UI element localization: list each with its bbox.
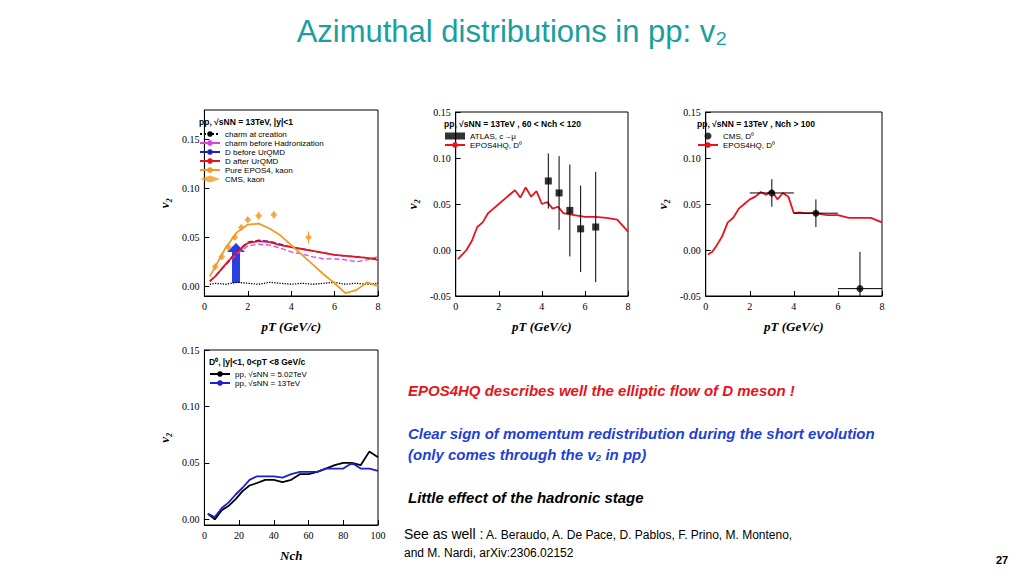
svg-text:8: 8 <box>880 301 885 312</box>
svg-text:D⁰, |y|<1, 0<pT <8 GeV/c: D⁰, |y|<1, 0<pT <8 GeV/c <box>209 357 306 367</box>
svg-text:CMS, kaon: CMS, kaon <box>225 175 265 184</box>
svg-text:0: 0 <box>703 301 708 312</box>
svg-text:0.10: 0.10 <box>182 401 200 412</box>
svg-text:0.15: 0.15 <box>182 345 200 356</box>
svg-text:0.15: 0.15 <box>182 134 200 145</box>
svg-text:pT (GeV/c): pT (GeV/c) <box>260 319 321 334</box>
svg-text:4: 4 <box>289 301 294 312</box>
html-text:Little effect of the hadronic: Little effect of the hadronic stage <box>408 489 644 506</box>
svg-text:2: 2 <box>496 301 501 312</box>
html-text:(only comes through the v₂ in: (only comes through the v₂ in pp) <box>408 446 647 463</box>
svg-text:4: 4 <box>539 301 544 312</box>
html-text:27: 27 <box>996 554 1009 566</box>
svg-text:-0.05: -0.05 <box>430 291 451 302</box>
svg-text:8: 8 <box>376 301 381 312</box>
svg-text:2: 2 <box>245 301 250 312</box>
svg-text:0.00: 0.00 <box>182 281 200 292</box>
svg-text:D after UrQMD: D after UrQMD <box>225 157 279 166</box>
svg-text:0.00: 0.00 <box>683 245 701 256</box>
svg-text:v₂: v₂ <box>157 198 172 208</box>
svg-text:0: 0 <box>202 301 207 312</box>
svg-text:pp, √sNN = 13TeV: pp, √sNN = 13TeV <box>235 379 301 388</box>
svg-text:0.00: 0.00 <box>433 245 451 256</box>
svg-text:40: 40 <box>269 530 279 541</box>
svg-text:pT (GeV/c): pT (GeV/c) <box>511 319 572 334</box>
svg-text:D before UrQMD: D before UrQMD <box>225 148 285 157</box>
svg-text:0.05: 0.05 <box>433 199 451 210</box>
svg-text:0.05: 0.05 <box>182 232 200 243</box>
svg-text:4: 4 <box>791 301 796 312</box>
svg-text:0.05: 0.05 <box>182 457 200 468</box>
svg-text:0.00: 0.00 <box>182 514 200 525</box>
svg-text:Nch: Nch <box>279 548 302 563</box>
svg-text:v₂: v₂ <box>655 199 670 209</box>
svg-text:60: 60 <box>304 530 314 541</box>
svg-text:6: 6 <box>332 301 337 312</box>
svg-text:EPOS4HQ, D⁰: EPOS4HQ, D⁰ <box>723 141 775 150</box>
svg-text:2: 2 <box>747 301 752 312</box>
svg-text:Pure EPOS4, kaon: Pure EPOS4, kaon <box>225 166 293 175</box>
svg-text:CMS, D⁰: CMS, D⁰ <box>723 132 754 141</box>
svg-text:EPOS4HQ, D⁰: EPOS4HQ, D⁰ <box>470 141 522 150</box>
svg-text:pp, √sNN = 13TeV , 60 < Nch <: pp, √sNN = 13TeV , 60 < Nch < 120 <box>444 119 581 129</box>
svg-text:0: 0 <box>202 530 207 541</box>
html-text:Azimuthal distributions in pp:: Azimuthal distributions in pp: v₂ <box>296 14 728 49</box>
svg-text:0.10: 0.10 <box>683 153 701 164</box>
svg-text:ATLAS, c→μ: ATLAS, c→μ <box>470 132 516 141</box>
html-text:and M. Nardi, arXiv:2306.02152: and M. Nardi, arXiv:2306.02152 <box>404 546 574 560</box>
svg-text:0.15: 0.15 <box>683 107 701 118</box>
svg-text:0.10: 0.10 <box>182 183 200 194</box>
svg-text:80: 80 <box>338 530 348 541</box>
svg-text:pp, √sNN = 13TeV, |y|<1: pp, √sNN = 13TeV, |y|<1 <box>199 117 293 127</box>
svg-text:pT (GeV/c): pT (GeV/c) <box>763 319 824 334</box>
svg-text:charm at creation: charm at creation <box>225 130 287 139</box>
html-text:Clear sign of momentum redistr: Clear sign of momentum redistribution du… <box>408 425 875 442</box>
svg-text:0.10: 0.10 <box>433 153 451 164</box>
svg-text:8: 8 <box>626 301 631 312</box>
svg-text:-0.05: -0.05 <box>680 291 701 302</box>
svg-text:charm before Hadronization: charm before Hadronization <box>225 139 324 148</box>
html-text:See as well : A. Beraudo, A. D: See as well : A. Beraudo, A. De Pace, D.… <box>404 526 793 542</box>
svg-text:20: 20 <box>234 530 244 541</box>
svg-text:0.15: 0.15 <box>433 107 451 118</box>
svg-text:pp, √sNN = 13TeV , Nch > 100: pp, √sNN = 13TeV , Nch > 100 <box>697 119 815 129</box>
svg-text:pp, √sNN = 5.02TeV: pp, √sNN = 5.02TeV <box>235 370 307 379</box>
svg-text:0.05: 0.05 <box>683 199 701 210</box>
svg-text:6: 6 <box>835 301 840 312</box>
svg-text:0: 0 <box>453 301 458 312</box>
svg-text:v₂: v₂ <box>157 432 172 442</box>
svg-text:v₂: v₂ <box>405 199 420 209</box>
svg-text:100: 100 <box>371 530 386 541</box>
svg-text:6: 6 <box>582 301 587 312</box>
html-text:EPOS4HQ describes well the ell: EPOS4HQ describes well the elliptic flow… <box>408 382 795 399</box>
